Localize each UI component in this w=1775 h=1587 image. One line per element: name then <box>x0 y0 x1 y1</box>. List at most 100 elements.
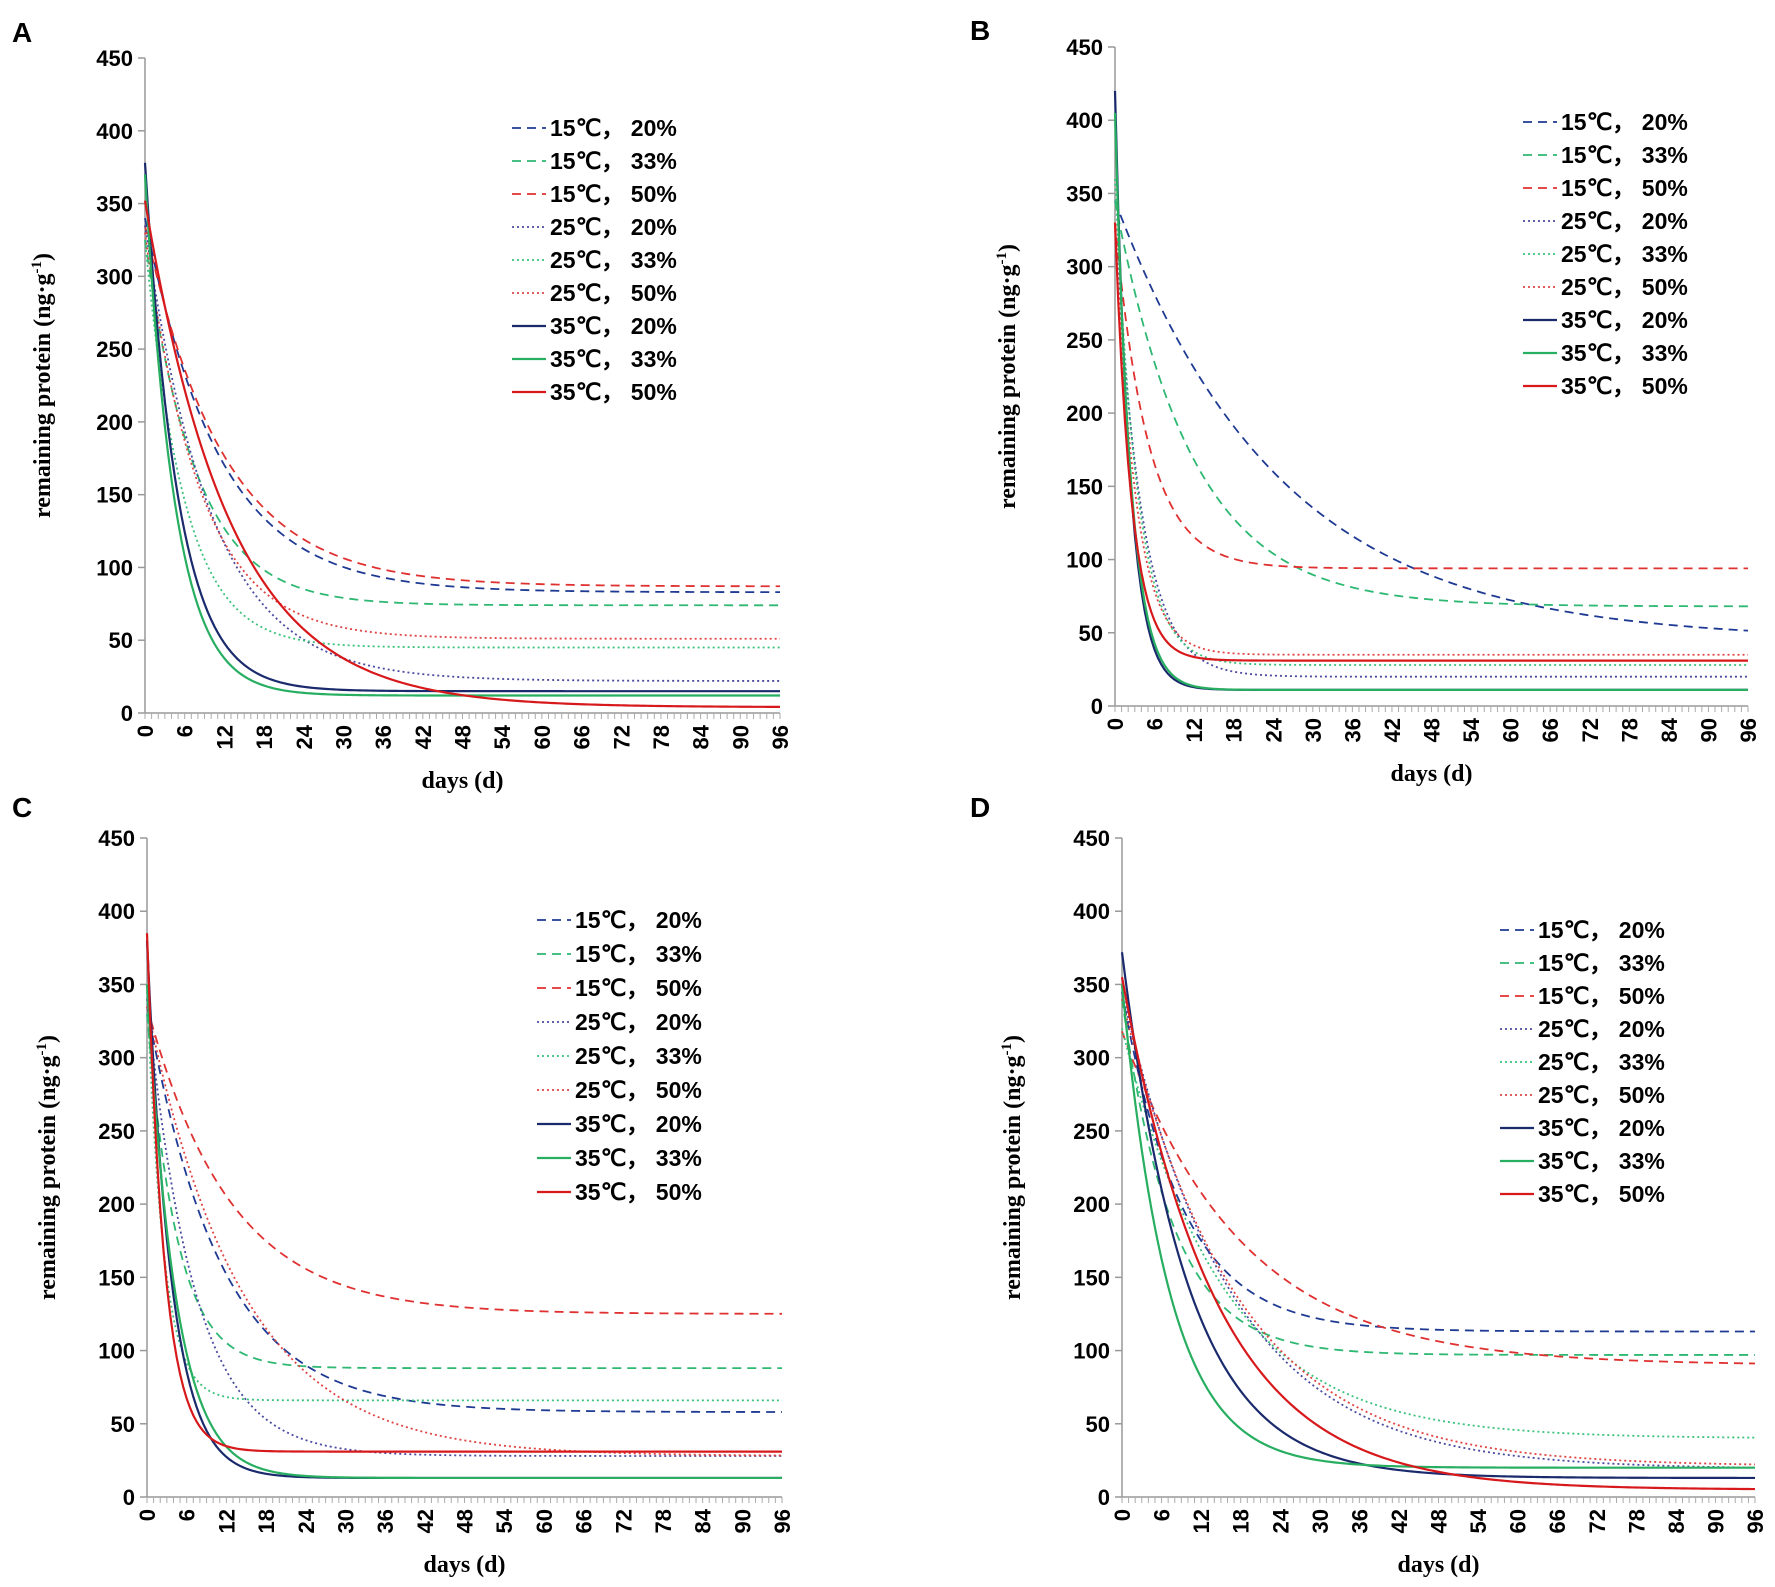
y-tick-label: 50 <box>1079 621 1103 646</box>
x-tick-label: 72 <box>609 725 634 749</box>
panel-letter: A <box>12 17 32 48</box>
legend-label: 15℃， 20% <box>1538 917 1665 943</box>
x-axis-label: days (d) <box>1390 761 1472 787</box>
x-tick-label: 90 <box>1703 1509 1728 1533</box>
y-tick-label: 300 <box>96 264 133 289</box>
y-tick-label: 350 <box>1066 181 1103 206</box>
series-line <box>1114 222 1748 678</box>
legend-label: 35℃， 33% <box>1561 340 1688 366</box>
panel-letter: B <box>970 15 990 46</box>
legend-label: 25℃， 20% <box>550 214 677 240</box>
series-line <box>1120 984 1755 1469</box>
legend-label: 15℃， 50% <box>1561 175 1688 201</box>
y-tick-label: 450 <box>1073 826 1110 851</box>
y-tick-label: 350 <box>98 972 135 997</box>
series-line <box>146 991 782 1402</box>
legend-label: 25℃， 50% <box>550 280 677 306</box>
x-tick-label: 48 <box>1427 1509 1452 1533</box>
x-tick-label: 42 <box>1387 1509 1412 1533</box>
x-tick-label: 18 <box>252 725 277 749</box>
legend-label: 15℃， 20% <box>575 907 702 933</box>
legend-label: 15℃， 20% <box>1561 109 1688 135</box>
legend-label: 35℃， 20% <box>1561 307 1688 333</box>
x-tick-label: 54 <box>492 1508 517 1533</box>
x-tick-label: 48 <box>451 725 476 749</box>
panel-c: C 0 50 100 150 200 250 300 350 400 450 0 6 12 18 24 30 36… <box>12 792 795 1578</box>
panel-letter: D <box>970 792 990 823</box>
legend-label: 25℃， 33% <box>1561 241 1688 267</box>
x-tick-label: 66 <box>572 1509 597 1533</box>
series-line <box>1121 991 1755 1333</box>
x-tick-label: 66 <box>1538 718 1563 742</box>
series-line <box>1114 178 1748 666</box>
series-line <box>1121 998 1755 1356</box>
legend-label: 25℃， 33% <box>550 247 677 273</box>
series-line <box>144 217 780 594</box>
x-tick-label: 6 <box>175 1509 200 1521</box>
series-line <box>1121 1031 1756 1365</box>
y-tick-label: 100 <box>1073 1339 1110 1364</box>
legend-label: 35℃， 50% <box>1538 1181 1665 1207</box>
y-tick-label: 450 <box>96 46 133 71</box>
y-tick-label: 150 <box>1073 1265 1110 1290</box>
y-tick-label: 0 <box>1098 1485 1110 1510</box>
series-line <box>143 174 780 697</box>
y-tick-label: 150 <box>98 1265 135 1290</box>
x-axis-label: days (d) <box>423 1552 505 1578</box>
legend-label: 25℃， 20% <box>1561 208 1688 234</box>
y-tick-label: 0 <box>123 1485 135 1510</box>
legend-label: 35℃， 33% <box>575 1145 702 1171</box>
x-tick-label: 12 <box>1182 718 1207 742</box>
y-tick-label: 450 <box>98 826 135 851</box>
series-line <box>1121 998 1756 1466</box>
x-tick-label: 72 <box>611 1509 636 1533</box>
x-tick-label: 72 <box>1578 718 1603 742</box>
legend-label: 15℃， 50% <box>1538 983 1665 1009</box>
panel-a: A 0 50 100 150 200 250 300 350 400 450 0 6 12 18 24 30 36… <box>12 17 793 794</box>
legend-label: 25℃， 33% <box>1538 1049 1665 1075</box>
panel-letter: C <box>12 792 32 823</box>
y-axis-label: remaining protein (ng·g-1) <box>29 253 56 518</box>
y-tick-label: 350 <box>96 192 133 217</box>
series-line <box>146 1006 782 1315</box>
legend-label: 25℃， 50% <box>575 1077 702 1103</box>
x-tick-label: 84 <box>1664 1508 1689 1533</box>
x-tick-label: 36 <box>1347 1509 1372 1533</box>
y-tick-label: 300 <box>1073 1046 1110 1071</box>
y-tick-label: 100 <box>98 1339 135 1364</box>
series-line <box>1120 952 1756 1480</box>
x-tick-label: 96 <box>1743 1509 1768 1533</box>
x-tick-label: 54 <box>1459 717 1484 742</box>
x-tick-label: 18 <box>254 1509 279 1533</box>
x-tick-label: 84 <box>691 1508 716 1533</box>
x-tick-label: 66 <box>570 725 595 749</box>
x-tick-label: 84 <box>1657 717 1682 742</box>
x-axis-label: days (d) <box>421 768 503 794</box>
x-tick-label: 96 <box>1736 718 1761 742</box>
panel-d: D 0 50 100 150 200 250 300 350 400 450 0 6 12 18 24 30 36… <box>970 792 1768 1578</box>
series-line <box>1114 222 1748 570</box>
y-tick-label: 0 <box>121 701 133 726</box>
series-line <box>144 225 780 682</box>
x-tick-label: 18 <box>1229 1509 1254 1533</box>
legend-label: 15℃， 33% <box>1538 950 1665 976</box>
series-line <box>143 162 780 693</box>
x-tick-label: 24 <box>1268 1508 1293 1533</box>
x-tick-label: 66 <box>1545 1509 1570 1533</box>
legend-label: 35℃， 50% <box>575 1179 702 1205</box>
x-tick-label: 96 <box>768 725 793 749</box>
x-tick-label: 78 <box>651 1509 676 1533</box>
legend-label: 25℃， 50% <box>1561 274 1688 300</box>
panel-b: B 0 50 100 150 200 250 300 350 400 450 0 6 12 18 24 30 36… <box>970 15 1761 787</box>
legend-label: 25℃， 20% <box>1538 1016 1665 1042</box>
y-tick-label: 200 <box>1073 1192 1110 1217</box>
y-tick-label: 250 <box>96 337 133 362</box>
legend-label: 15℃， 20% <box>550 115 677 141</box>
y-tick-label: 200 <box>98 1192 135 1217</box>
series-line <box>146 1006 782 1413</box>
x-tick-label: 0 <box>1110 1509 1135 1521</box>
x-tick-label: 78 <box>1617 718 1642 742</box>
x-tick-label: 78 <box>649 725 674 749</box>
legend-label: 15℃， 50% <box>575 975 702 1001</box>
